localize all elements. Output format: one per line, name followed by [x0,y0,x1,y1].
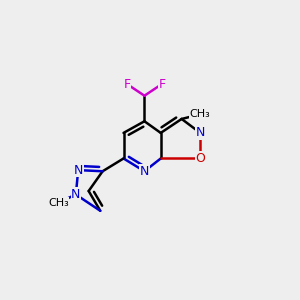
Text: N: N [71,188,81,201]
Text: O: O [195,152,205,165]
Text: F: F [158,78,166,91]
Text: CH₃: CH₃ [48,198,69,208]
Text: F: F [124,78,130,91]
Text: N: N [74,164,83,177]
Text: N: N [140,165,149,178]
Text: N: N [196,126,205,140]
Text: CH₃: CH₃ [190,109,211,119]
